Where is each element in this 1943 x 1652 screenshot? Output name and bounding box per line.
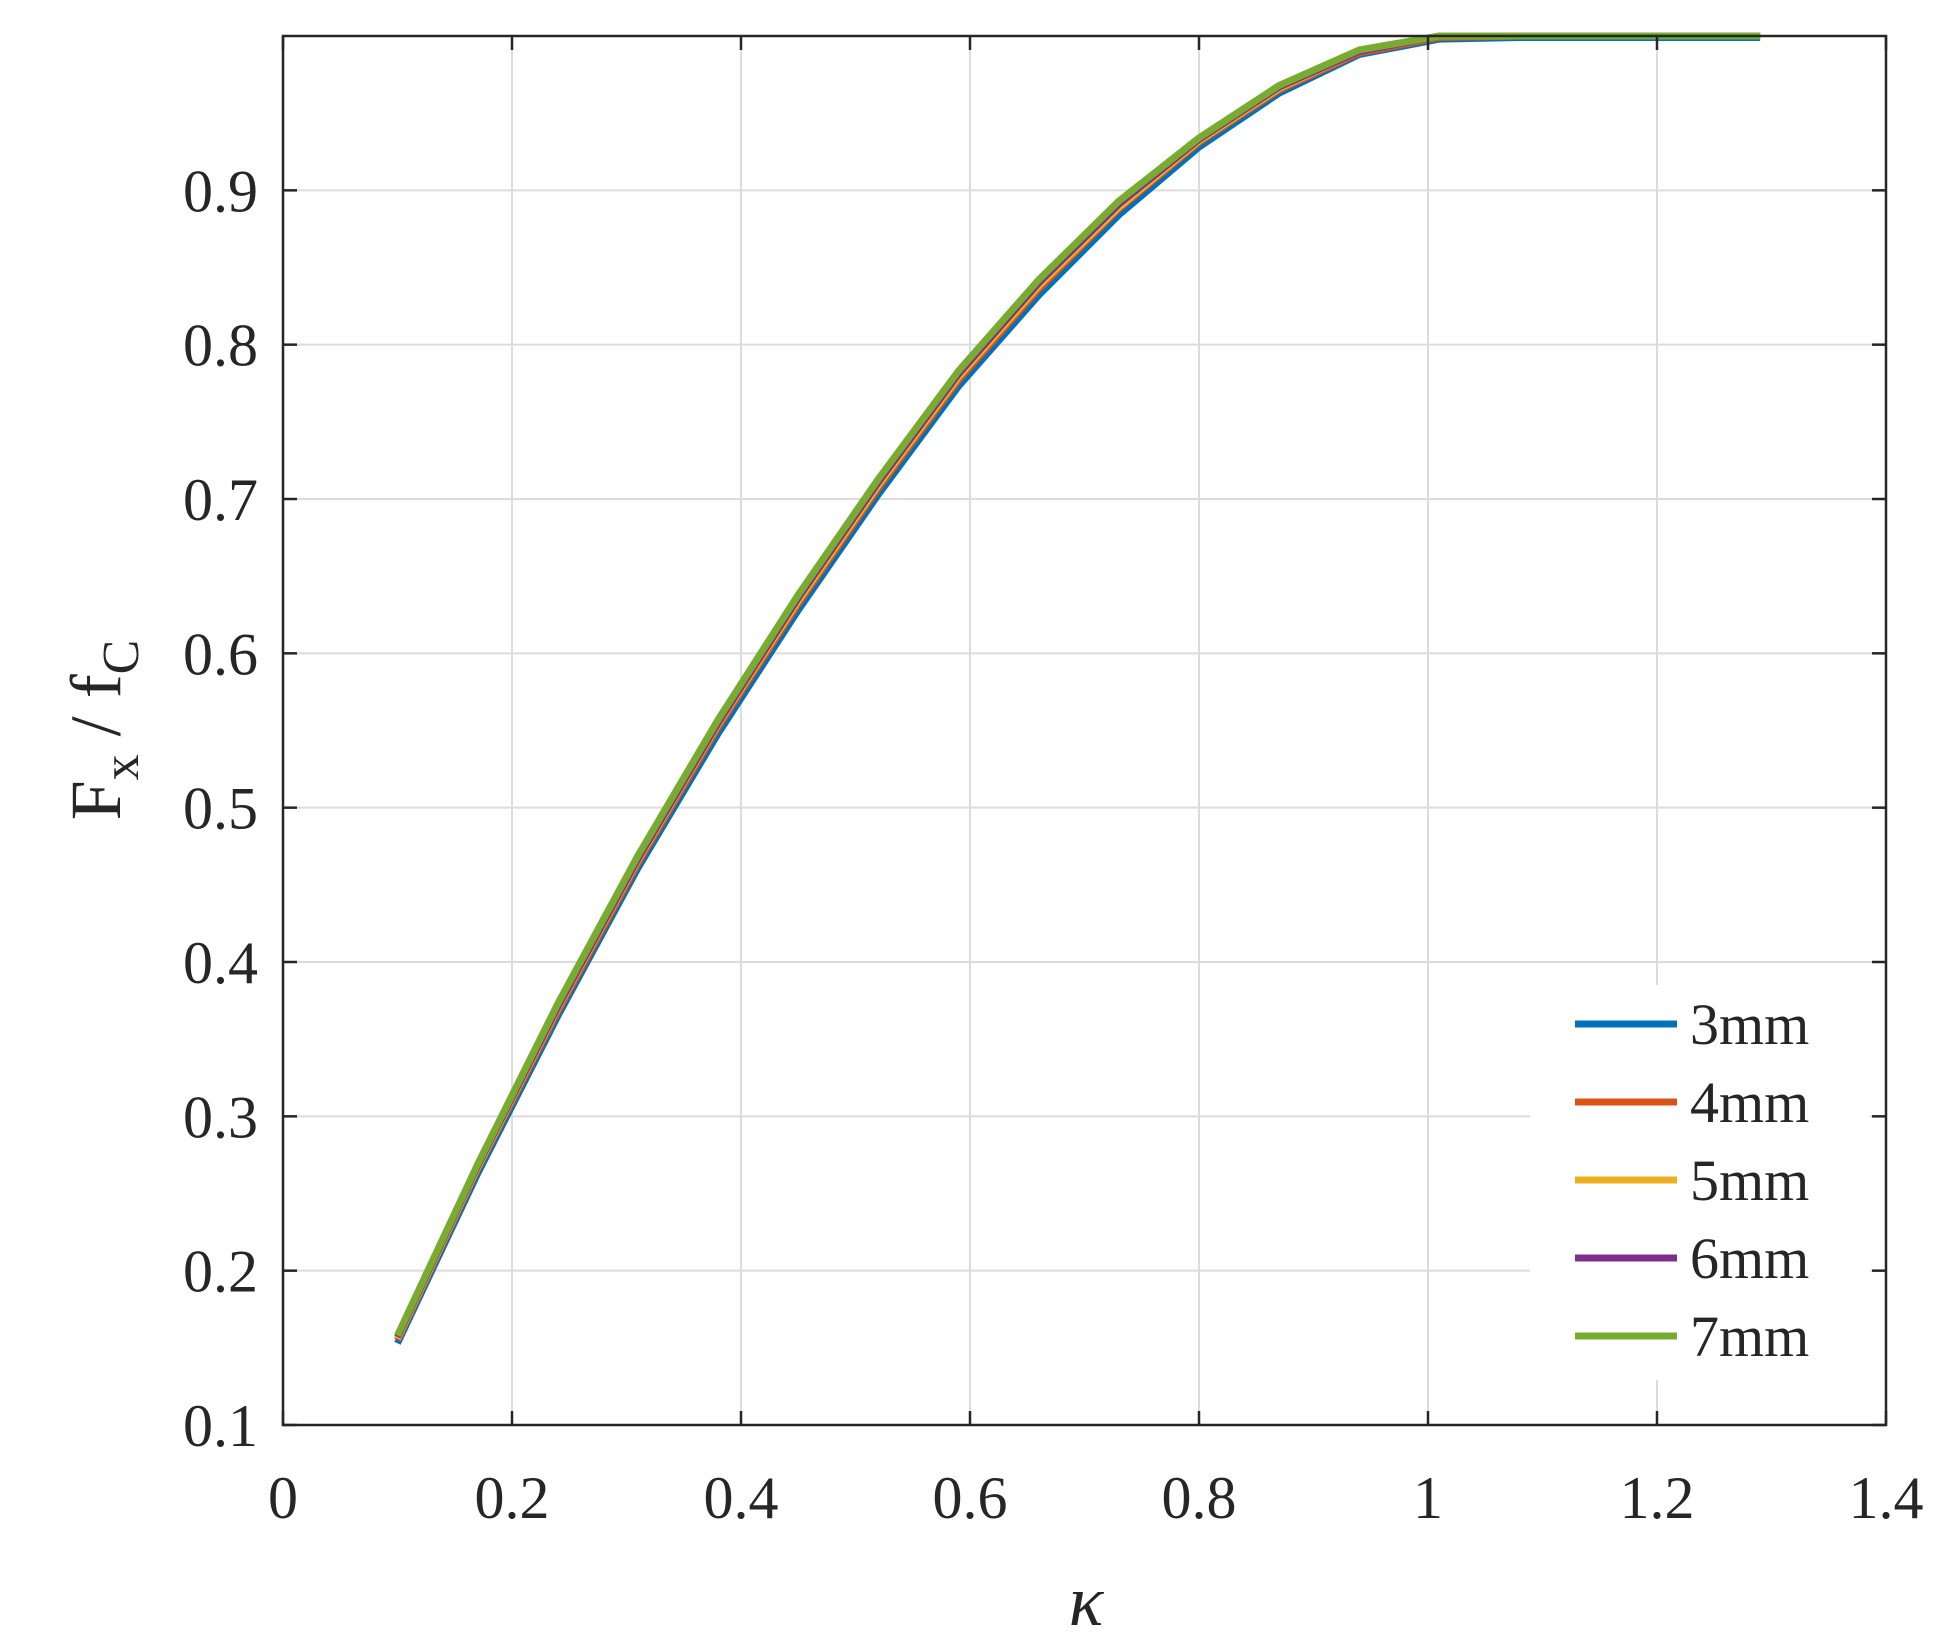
y-tick-label: 0.2 bbox=[183, 1239, 258, 1305]
grid-lines bbox=[283, 36, 1886, 1425]
x-tick-label: 0.6 bbox=[933, 1465, 1008, 1531]
legend: 3mm 4mm 5mm 6mm 7mm bbox=[1530, 985, 1870, 1380]
x-tick-label: 0 bbox=[268, 1465, 298, 1531]
x-axis-label: κ bbox=[1069, 1561, 1105, 1641]
y-tick-label: 0.3 bbox=[183, 1084, 258, 1150]
legend-label-6mm: 6mm bbox=[1690, 1226, 1809, 1291]
y-axis-label-main: F bbox=[56, 780, 136, 820]
y-axis-label-sub1: x bbox=[93, 754, 150, 780]
x-tick-labels: 0 0.2 0.4 0.6 0.8 1 1.2 1.4 bbox=[268, 1465, 1924, 1531]
x-tick-label: 1.2 bbox=[1620, 1465, 1695, 1531]
y-tick-label: 0.5 bbox=[183, 776, 258, 842]
x-tick-label: 0.4 bbox=[704, 1465, 779, 1531]
legend-label-5mm: 5mm bbox=[1690, 1148, 1809, 1213]
y-tick-label: 0.6 bbox=[183, 621, 258, 687]
y-tick-label: 0.4 bbox=[183, 930, 258, 996]
y-axis-label-sub2: C bbox=[93, 640, 150, 675]
x-tick-label: 1 bbox=[1413, 1465, 1443, 1531]
x-tick-label: 0.8 bbox=[1162, 1465, 1237, 1531]
y-tick-label: 0.1 bbox=[183, 1393, 258, 1459]
y-tick-label: 0.9 bbox=[183, 158, 258, 224]
y-tick-labels: 0.1 0.2 0.3 0.4 0.5 0.6 0.7 0.8 0.9 bbox=[183, 158, 258, 1459]
y-tick-label: 0.7 bbox=[183, 467, 258, 533]
legend-label-7mm: 7mm bbox=[1690, 1304, 1809, 1369]
legend-label-3mm: 3mm bbox=[1690, 992, 1809, 1057]
legend-label-4mm: 4mm bbox=[1690, 1070, 1809, 1135]
y-axis-label: Fx / fC bbox=[56, 640, 150, 821]
y-tick-label: 0.8 bbox=[183, 313, 258, 379]
y-axis-label-sep: / f bbox=[56, 674, 136, 754]
x-tick-label: 1.4 bbox=[1849, 1465, 1924, 1531]
x-tick-label: 0.2 bbox=[475, 1465, 550, 1531]
axis-ticks bbox=[281, 36, 1888, 1427]
plot-frame bbox=[281, 34, 1888, 1427]
